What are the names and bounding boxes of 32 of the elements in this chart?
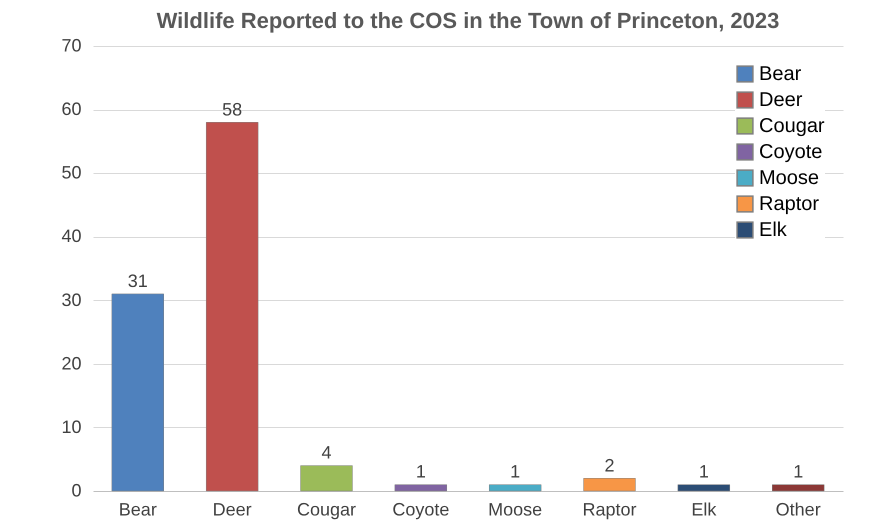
y-tick-label: 60 [61,99,82,120]
x-tick-label: Deer [212,500,252,520]
y-tick-label: 50 [61,162,82,183]
x-tick-label: Cougar [296,500,356,520]
data-label: 58 [222,99,242,120]
data-label: 31 [128,270,148,291]
legend-label: Coyote [759,141,822,163]
data-label: 1 [793,462,804,482]
y-tick-label: 40 [61,226,82,246]
y-tick-label: 70 [61,36,82,56]
y-tick-label: 20 [61,353,82,374]
x-tick-label: Raptor [582,500,637,520]
legend-label: Deer [759,89,803,111]
data-label: 1 [416,462,426,482]
x-tick-label: Coyote [392,500,450,520]
data-label: 2 [604,455,615,476]
data-label: 1 [698,462,709,482]
x-tick-label: Bear [118,500,157,520]
data-label: 1 [510,462,520,482]
legend-label: Bear [759,63,802,85]
x-tick-label: Other [776,500,821,520]
legend-label: Raptor [759,193,820,215]
data-label: 4 [321,442,332,463]
y-tick-label: 10 [61,416,82,437]
legend-label: Cougar [759,115,825,137]
legend-label: Elk [759,219,788,241]
chart-title: Wildlife Reported to the COS in the Town of Princeton, 2023 [156,8,780,33]
x-tick-label: Moose [488,500,542,520]
y-tick-label: 0 [71,480,82,500]
legend-label: Moose [759,167,820,189]
y-tick-label: 30 [61,290,82,310]
x-tick-label: Elk [691,500,718,520]
